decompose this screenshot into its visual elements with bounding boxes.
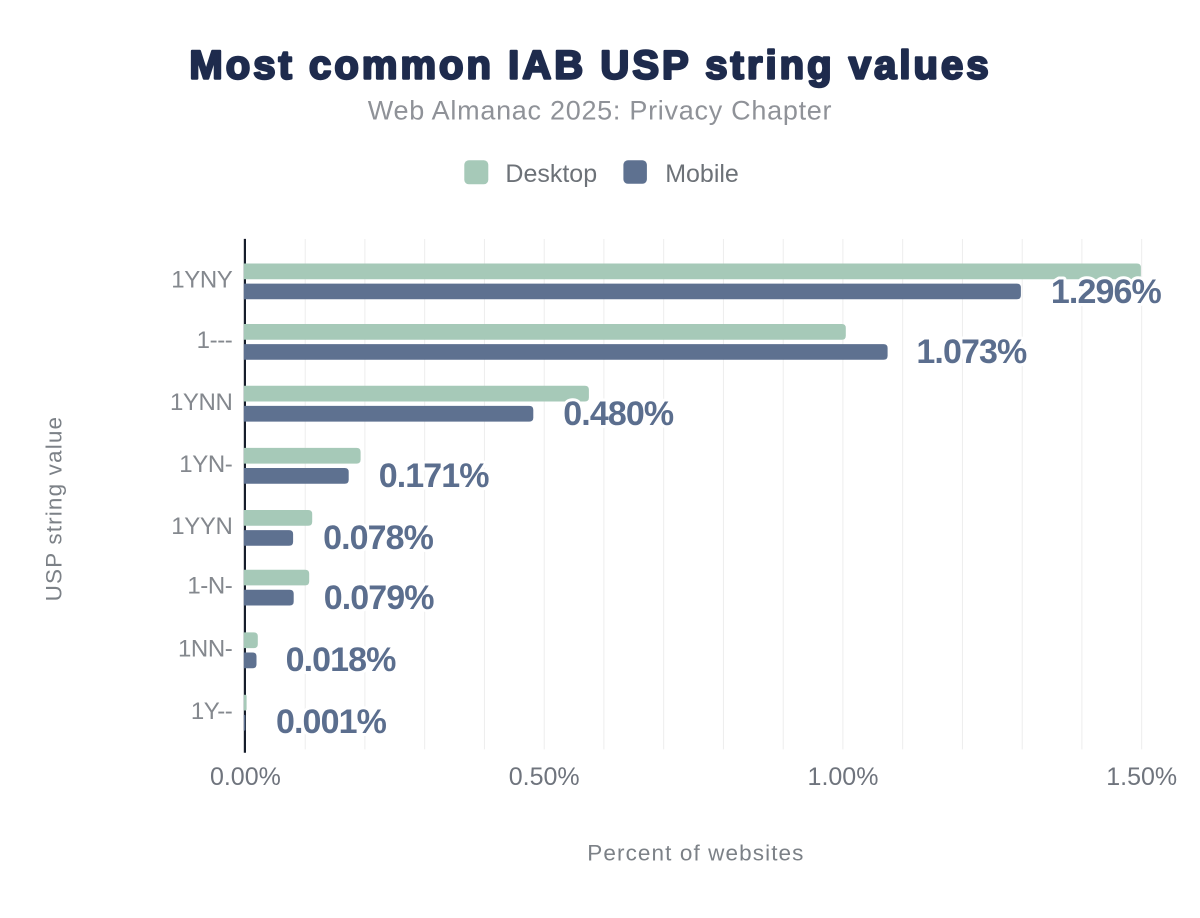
- svg-text:1.50%: 1.50%: [1106, 763, 1177, 791]
- svg-text:1-N-: 1-N-: [187, 573, 232, 600]
- svg-text:1.296%: 1.296%: [1051, 273, 1162, 311]
- svg-text:1Y--: 1Y--: [191, 698, 233, 725]
- svg-text:Most common IAB USP string val: Most common IAB USP string values: [189, 44, 991, 88]
- svg-text:0.078%: 0.078%: [323, 519, 434, 557]
- svg-text:0.480%: 0.480%: [563, 395, 674, 433]
- svg-text:0.018%: 0.018%: [286, 641, 397, 679]
- svg-text:1YNN: 1YNN: [170, 389, 232, 416]
- svg-text:1.073%: 1.073%: [916, 333, 1027, 371]
- svg-text:1.00%: 1.00%: [808, 763, 879, 791]
- svg-text:0.171%: 0.171%: [379, 457, 490, 495]
- svg-text:1NN-: 1NN-: [178, 635, 232, 662]
- svg-text:0.079%: 0.079%: [324, 579, 435, 617]
- svg-text:USP string value: USP string value: [42, 416, 67, 602]
- svg-text:0.50%: 0.50%: [509, 763, 580, 791]
- svg-text:Web Almanac 2025: Privacy Chap: Web Almanac 2025: Privacy Chapter: [368, 96, 833, 126]
- svg-text:Percent of websites: Percent of websites: [587, 841, 804, 866]
- svg-text:Mobile: Mobile: [665, 160, 739, 188]
- svg-text:1YN-: 1YN-: [179, 451, 232, 478]
- svg-text:0.00%: 0.00%: [210, 763, 281, 791]
- svg-text:1---: 1---: [197, 327, 233, 354]
- svg-text:0.001%: 0.001%: [276, 703, 387, 741]
- svg-text:1YYN: 1YYN: [171, 513, 232, 540]
- svg-text:Desktop: Desktop: [505, 160, 597, 188]
- svg-text:1YNY: 1YNY: [171, 267, 232, 294]
